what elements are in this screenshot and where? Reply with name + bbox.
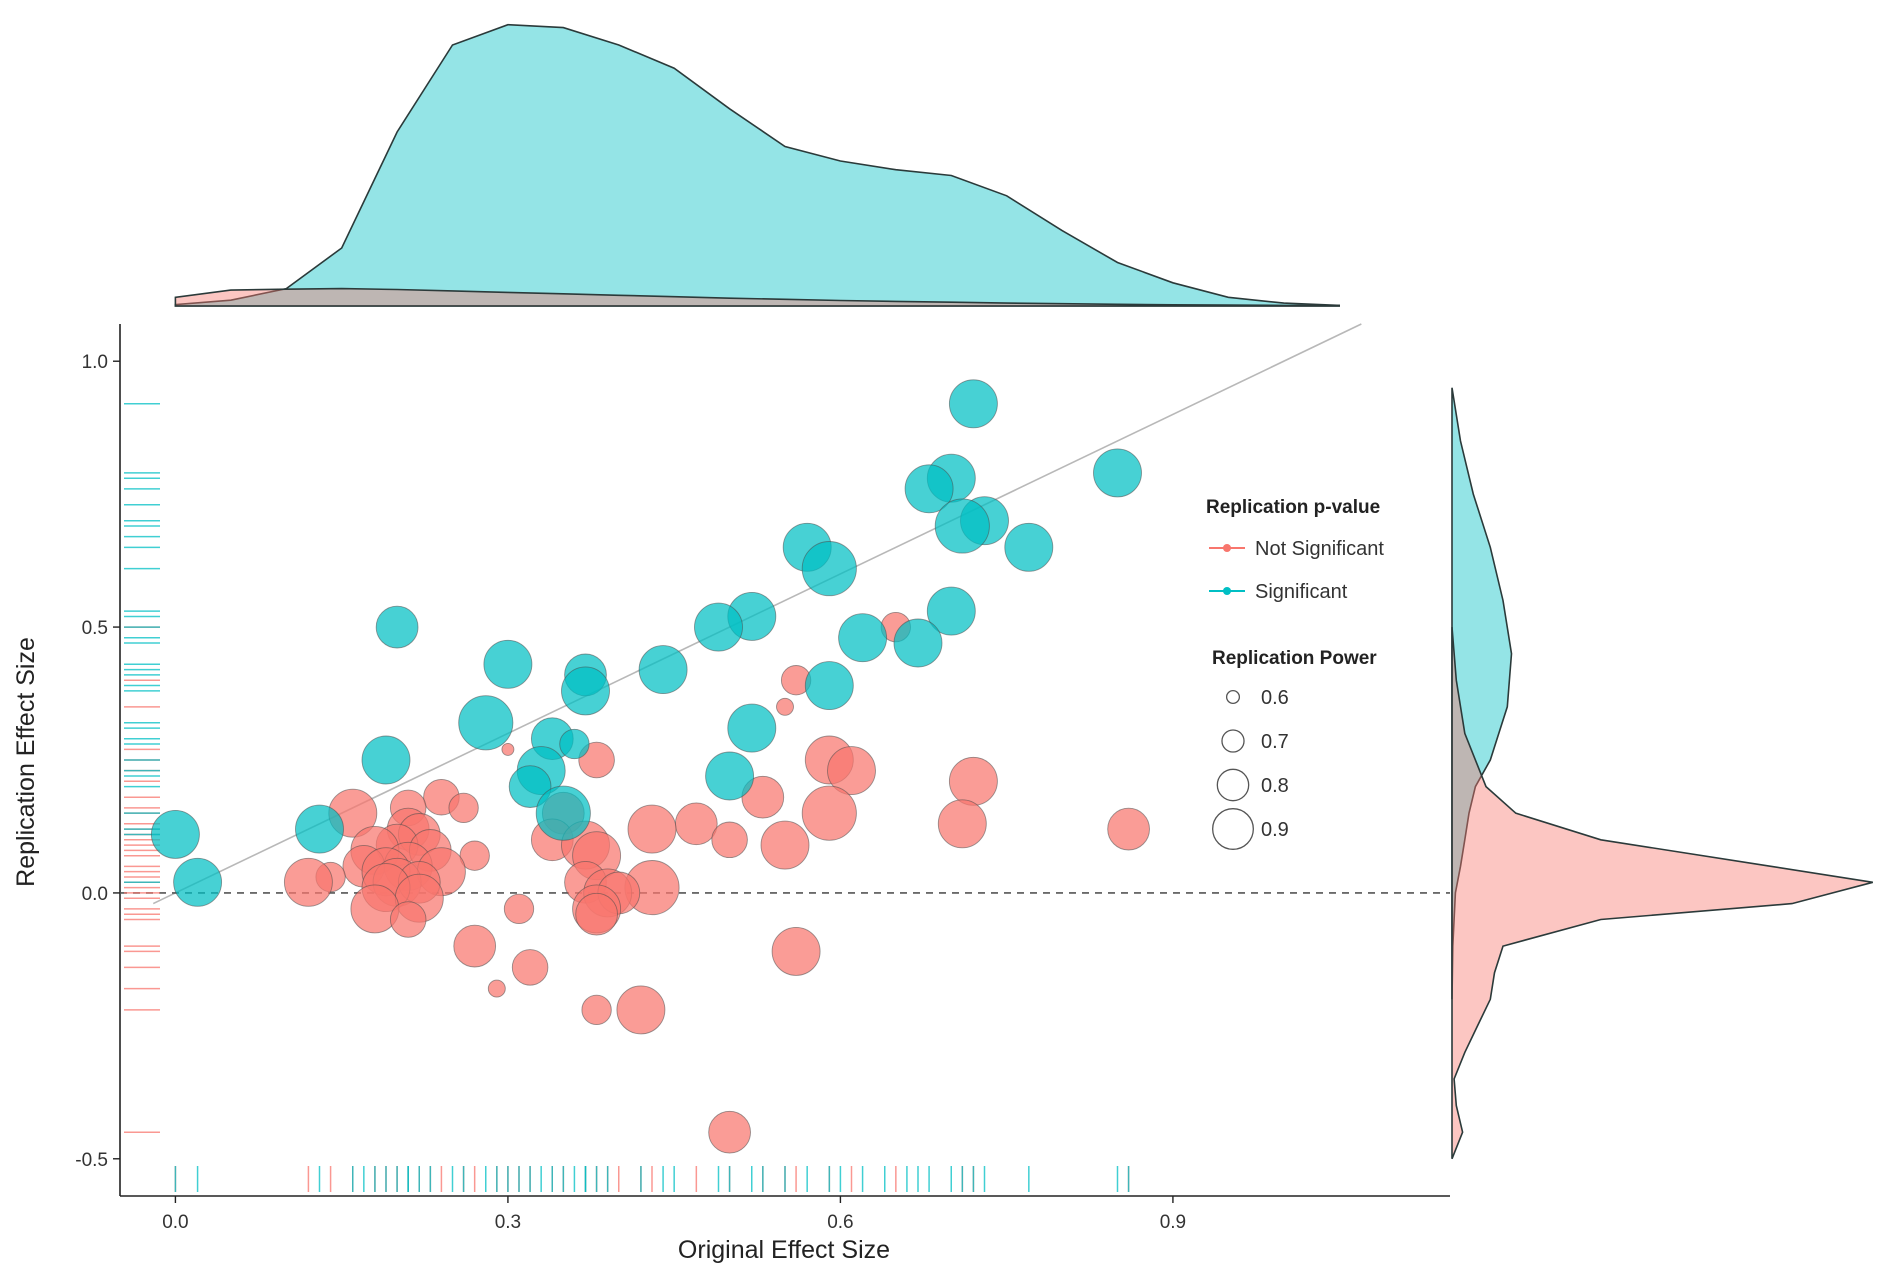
x-tick-label: 0.6 <box>827 1212 853 1233</box>
point-significant <box>694 602 743 652</box>
point-significant <box>173 857 223 907</box>
point-significant <box>559 728 590 760</box>
top-marginal-density <box>174 23 1340 307</box>
x-axis-title: Original Effect Size <box>678 1236 890 1264</box>
point-not-significant <box>801 785 857 841</box>
tick-labels: 0.0 0.3 0.6 0.9 -0.5 0.0 0.5 1.0 <box>75 352 1186 1233</box>
legend: Replication p-value Replication Power No… <box>1206 497 1384 850</box>
point-significant <box>838 613 888 663</box>
x-tick-label: 0.9 <box>1160 1212 1186 1233</box>
legend-size-swatch <box>1225 689 1241 705</box>
top-density-not-significant <box>174 287 1340 307</box>
x-tick-label: 0.3 <box>495 1212 521 1233</box>
point-not-significant <box>741 775 785 819</box>
top-density-significant <box>174 23 1340 307</box>
point-not-significant <box>501 742 515 756</box>
legend-size-label: 0.8 <box>1261 775 1289 797</box>
point-not-significant <box>581 994 612 1026</box>
point-significant <box>948 379 998 429</box>
point-significant <box>705 751 755 801</box>
point-significant <box>804 661 854 711</box>
point-not-significant <box>283 857 333 907</box>
point-not-significant <box>487 979 506 998</box>
y-tick-label: 1.0 <box>82 352 108 373</box>
point-significant <box>561 666 610 716</box>
point-not-significant <box>575 892 618 936</box>
point-not-significant <box>711 821 748 859</box>
right-marginal-density <box>1451 387 1874 1160</box>
point-not-significant <box>948 756 998 806</box>
point-significant <box>801 541 857 597</box>
point-significant <box>926 586 976 636</box>
legend-color-swatch-dot <box>1223 587 1231 595</box>
point-not-significant <box>760 820 810 870</box>
legend-size-label: 0.9 <box>1261 819 1289 841</box>
y-axis-title: Replication Effect Size <box>12 637 40 887</box>
y-tick-label: 0.5 <box>82 618 108 639</box>
point-not-significant <box>937 799 987 849</box>
point-significant <box>150 809 200 859</box>
point-not-significant <box>453 924 497 968</box>
point-significant <box>508 765 552 808</box>
point-not-significant <box>776 697 794 716</box>
point-significant <box>727 703 777 753</box>
legend-color-title: Replication p-value <box>1206 497 1380 518</box>
point-not-significant <box>771 926 821 976</box>
legend-size-title: Replication Power <box>1212 648 1377 669</box>
legend-size-swatch <box>1221 729 1245 753</box>
point-significant <box>1093 448 1142 498</box>
point-not-significant <box>389 901 427 938</box>
legend-size-swatch <box>1216 768 1250 802</box>
x-tick-label: 0.0 <box>162 1212 188 1233</box>
point-not-significant <box>459 840 490 871</box>
point-significant <box>638 645 688 695</box>
legend-color-swatch-dot <box>1223 544 1231 552</box>
rug-marks <box>124 403 1130 1192</box>
point-not-significant <box>708 1110 751 1154</box>
legend-size-label: 0.7 <box>1261 731 1289 753</box>
point-not-significant <box>503 893 535 925</box>
point-significant <box>893 618 943 668</box>
point-not-significant <box>511 949 549 986</box>
y-tick-label: -0.5 <box>75 1150 108 1171</box>
data-points <box>150 379 1150 1154</box>
point-significant <box>375 605 419 649</box>
y-tick-label: 0.0 <box>82 884 108 905</box>
point-significant <box>934 498 990 554</box>
point-significant <box>535 785 591 841</box>
axes <box>119 324 1450 1197</box>
legend-color-label: Not Significant <box>1255 538 1384 560</box>
point-significant <box>458 695 514 751</box>
right-density-significant <box>1451 387 1513 1000</box>
point-significant <box>483 639 533 689</box>
legend-size-label: 0.6 <box>1261 687 1289 709</box>
legend-size-swatch <box>1212 808 1254 850</box>
legend-color-label: Significant <box>1255 581 1348 603</box>
point-significant <box>295 804 344 854</box>
point-significant <box>904 464 954 514</box>
point-not-significant <box>616 985 666 1035</box>
point-significant <box>361 735 411 785</box>
point-not-significant <box>448 792 479 824</box>
right-density-not-significant <box>1451 627 1874 1160</box>
point-not-significant <box>627 804 677 854</box>
point-significant <box>1004 522 1054 572</box>
point-not-significant <box>1107 807 1150 851</box>
point-not-significant <box>827 746 876 796</box>
point-not-significant <box>674 802 718 846</box>
